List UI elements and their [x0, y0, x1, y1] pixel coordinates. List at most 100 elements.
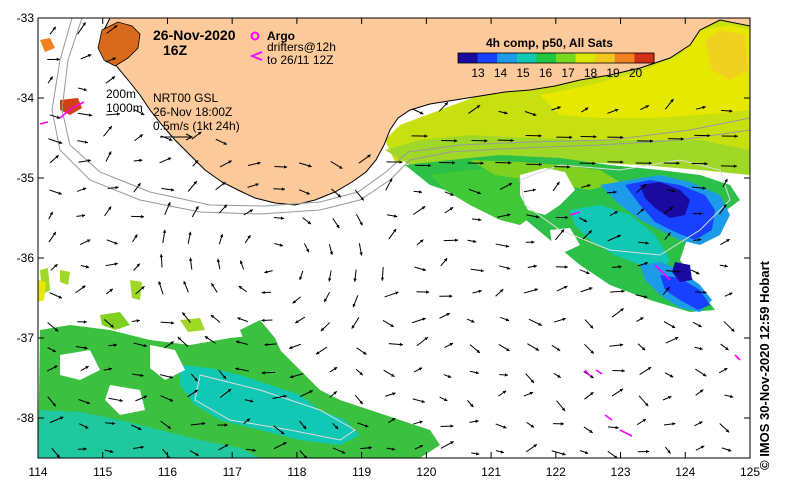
- current-arrow-head: [239, 260, 244, 264]
- current-arrow-head: [530, 379, 534, 383]
- current-arrow-head: [707, 133, 711, 138]
- current-arrow-head: [210, 314, 215, 319]
- current-arrow-head: [194, 389, 198, 394]
- product-line-2: 26-Nov 18:00Z: [153, 105, 232, 119]
- drifters-label-1: drifters@12h: [267, 40, 336, 54]
- current-arrow-head: [640, 208, 645, 212]
- current-arrow-head: [227, 389, 232, 393]
- current-arrow-head: [446, 313, 450, 317]
- current-arrow-head: [444, 102, 448, 106]
- current-arrow-head: [255, 183, 259, 187]
- current-arrow-head: [725, 346, 729, 351]
- current-arrow-head: [471, 319, 475, 323]
- current-arrow-head: [111, 421, 116, 426]
- current-arrow-head: [162, 229, 167, 233]
- current-arrow-head: [333, 367, 338, 371]
- current-arrow-head: [56, 115, 61, 119]
- current-arrow-head: [649, 139, 654, 143]
- current-arrow-head: [593, 135, 597, 139]
- current-arrow-head: [674, 337, 679, 341]
- current-arrow-head: [328, 278, 332, 282]
- current-arrow-head: [338, 165, 343, 169]
- current-arrow-head: [261, 290, 265, 295]
- current-arrow-head: [726, 239, 730, 243]
- current-arrow-head: [504, 373, 508, 377]
- current-arrow-head: [443, 258, 448, 262]
- current-arrow-head: [699, 389, 704, 393]
- y-axis: -33 -34 -35 -36 -37 -38: [17, 11, 750, 425]
- current-arrow-head: [56, 454, 60, 458]
- current-arrow-head: [510, 138, 514, 143]
- colorbar-swatch: [536, 53, 557, 63]
- current-arrow-head: [534, 288, 538, 292]
- current-arrow-head: [393, 214, 398, 218]
- drifters-label-2: to 26/11 12Z: [267, 53, 334, 67]
- current-arrow-head: [557, 374, 561, 378]
- current-arrow-head: [139, 158, 143, 163]
- current-arrow-head: [83, 87, 87, 92]
- current-arrow-head: [315, 351, 320, 355]
- current-arrow-head: [224, 444, 229, 448]
- x-tick-label: 125: [740, 465, 760, 479]
- current-arrow-head: [159, 254, 164, 258]
- current-arrow-head: [724, 368, 728, 372]
- current-arrow-head: [508, 183, 513, 187]
- current-arrow-head: [280, 216, 285, 220]
- current-arrow-head: [112, 57, 116, 61]
- current-arrow-head: [87, 54, 92, 58]
- current-arrow-head: [82, 285, 86, 289]
- current-arrow-head: [450, 192, 454, 196]
- x-tick-label: 118: [287, 465, 306, 479]
- colorbar-swatch: [458, 53, 479, 63]
- current-arrow-head: [85, 265, 90, 269]
- colorbar: [457, 52, 655, 64]
- current-arrow-head: [584, 450, 589, 455]
- current-arrow-head: [324, 298, 328, 303]
- current-arrow-head: [235, 340, 240, 344]
- current-arrow-head: [52, 349, 56, 352]
- current-arrow-head: [368, 446, 372, 450]
- x-tick-label: 119: [352, 465, 371, 479]
- current-arrow-head: [538, 134, 542, 138]
- current-arrow-head: [478, 217, 482, 222]
- current-arrow-head: [137, 183, 141, 187]
- current-arrow-head: [505, 318, 510, 322]
- current-arrow-head: [449, 343, 454, 347]
- current-arrow-head: [733, 164, 737, 168]
- current-arrow-head: [195, 206, 199, 210]
- current-arrow-head: [476, 105, 481, 109]
- current-arrow-head: [614, 211, 618, 215]
- colorbar-tick-label: 19: [606, 66, 620, 80]
- current-arrow-head: [116, 112, 121, 116]
- colorbar-swatch: [516, 53, 537, 63]
- current-arrow-head: [336, 224, 340, 229]
- current-arrow-head: [59, 416, 64, 420]
- current-arrow-head: [119, 398, 123, 403]
- current-arrow-head: [279, 243, 284, 247]
- credit-label: © IMOS 30-Nov-2020 12:59 Hobart: [757, 261, 772, 470]
- current-arrow-head: [502, 390, 507, 394]
- current-arrow-head: [295, 319, 299, 324]
- current-arrow-head: [168, 137, 173, 141]
- current-arrow-head: [704, 162, 708, 166]
- current-arrow-head: [389, 178, 393, 182]
- current-arrow-head: [299, 276, 303, 281]
- current-arrow-head: [506, 266, 511, 270]
- current-arrow-head: [140, 111, 145, 115]
- current-arrow-head: [136, 263, 140, 268]
- current-arrow-head: [421, 399, 425, 403]
- current-arrow-head: [84, 346, 88, 350]
- current-arrow-head: [613, 190, 617, 194]
- current-arrow-head: [476, 349, 480, 354]
- current-arrow-head: [228, 160, 232, 164]
- current-arrow-head: [645, 241, 649, 245]
- current-arrow-head: [671, 189, 676, 193]
- current-arrow-head: [54, 365, 58, 369]
- current-arrow-head: [108, 126, 112, 130]
- current-arrow-head: [143, 395, 147, 399]
- colorbar-tick-label: 20: [629, 66, 643, 80]
- current-arrow-head: [454, 139, 458, 143]
- current-arrow-head: [329, 251, 334, 255]
- current-arrow-head: [257, 161, 261, 165]
- current-arrow-head: [419, 239, 424, 243]
